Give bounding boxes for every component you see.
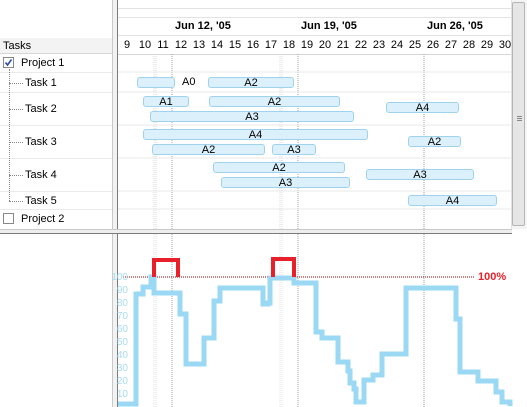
tree-header-blank	[0, 0, 112, 38]
day-label: 18	[282, 39, 296, 51]
y-tick-label: 90	[116, 285, 128, 296]
tasks-column-header[interactable]: Tasks	[0, 38, 112, 54]
gantt-bar-task3-a4[interactable]: A4	[143, 129, 368, 141]
gantt-bar-task2-a2[interactable]: A2	[209, 96, 340, 108]
gantt-body: A0 A2 A1 A2 A3 A4 A4 A2 A3 A2 A2 A3 A3 A…	[118, 54, 511, 229]
day-label: 28	[462, 39, 476, 51]
scrollbar-thumb[interactable]	[512, 2, 525, 226]
day-label: 20	[318, 39, 332, 51]
gantt-bar-task2-a1[interactable]: A1	[143, 96, 189, 108]
day-label: 29	[480, 39, 494, 51]
week-label-jun19: Jun 19, '05	[301, 20, 357, 32]
row-divider	[0, 209, 112, 210]
y-tick-label: 40	[116, 350, 128, 361]
gantt-timescale-header: Jun 12, '05 Jun 19, '05 Jun 26, '05 9 10 1…	[118, 0, 511, 55]
gantt-bar-task4-a3[interactable]: A3	[221, 177, 350, 189]
threshold-label: 100%	[478, 271, 507, 283]
tree-connector	[9, 175, 23, 176]
week-label-jun26: Jun 26, '05	[427, 20, 483, 32]
tree-item-task1[interactable]: Task 1	[25, 77, 57, 89]
gantt-bar-task3-a3[interactable]: A3	[272, 144, 316, 156]
tree-connector	[9, 69, 10, 201]
tree-connector	[9, 83, 23, 84]
row-divider	[0, 72, 112, 73]
y-tick-label: 70	[116, 311, 128, 322]
row-divider	[0, 125, 112, 126]
tree-item-project1[interactable]: Project 1	[21, 57, 65, 69]
row-divider	[0, 92, 112, 93]
tree-item-task4[interactable]: Task 4	[25, 169, 57, 181]
timescale-top-strip	[118, 0, 511, 9]
gantt-bar-task1-a2[interactable]: A2	[208, 77, 294, 89]
day-label: 17	[264, 39, 278, 51]
y-tick-label: 10	[116, 389, 128, 400]
day-label: 24	[390, 39, 404, 51]
tree-connector	[9, 201, 23, 202]
y-tick-label: 80	[116, 298, 128, 309]
y-tick-label: 20	[116, 376, 128, 387]
gantt-bar-task3-a2b[interactable]: A2	[408, 136, 461, 148]
tree-item-task2[interactable]: Task 2	[25, 103, 57, 115]
day-label: 21	[336, 39, 350, 51]
day-label: 27	[444, 39, 458, 51]
y-tick-label: 50	[116, 337, 128, 348]
day-label: 12	[174, 39, 188, 51]
timescale-divider	[118, 35, 511, 36]
task-tree: Project 1 Task 1 Task 2 Task 3 Task 4 Ta…	[0, 54, 112, 229]
grip-icon	[517, 118, 522, 119]
tree-item-task3[interactable]: Task 3	[25, 136, 57, 148]
gantt-bar-label: A0	[182, 76, 196, 88]
day-label: 19	[300, 39, 314, 51]
gantt-bar-task3-a2[interactable]: A2	[152, 144, 265, 156]
timescale-divider	[118, 17, 511, 18]
gantt-gridlines	[118, 54, 511, 229]
vertical-splitter[interactable]	[112, 0, 118, 407]
row-divider	[0, 158, 112, 159]
grip-icon	[517, 120, 522, 121]
y-tick-label: 100	[111, 272, 128, 283]
tree-connector	[9, 109, 23, 110]
gantt-bar-task2-a3[interactable]: A3	[150, 111, 354, 123]
day-label: 11	[157, 39, 169, 51]
row-divider	[0, 191, 112, 192]
horizontal-splitter[interactable]	[0, 229, 512, 234]
y-tick-label: 30	[116, 363, 128, 374]
day-label: 9	[123, 39, 131, 51]
checkmark-icon	[4, 59, 13, 67]
tree-item-task5[interactable]: Task 5	[25, 195, 57, 207]
day-label: 13	[192, 39, 206, 51]
week-label-jun12: Jun 12, '05	[175, 20, 231, 32]
gantt-bar-task4-a3b[interactable]: A3	[366, 169, 474, 181]
tree-item-project2[interactable]: Project 2	[21, 213, 65, 225]
gantt-bar-task4-a2[interactable]: A2	[213, 162, 345, 174]
gantt-bar-task1-a0[interactable]	[137, 77, 175, 88]
project2-checkbox[interactable]	[3, 213, 14, 224]
day-label: 16	[246, 39, 260, 51]
day-label: 26	[426, 39, 440, 51]
day-label: 23	[372, 39, 386, 51]
day-label: 30	[498, 39, 512, 51]
grip-icon	[517, 116, 522, 117]
day-label: 25	[408, 39, 422, 51]
y-tick-label: 60	[116, 324, 128, 335]
gantt-bar-task2-a4[interactable]: A4	[386, 102, 459, 114]
day-label: 10	[138, 39, 152, 51]
day-label: 22	[354, 39, 368, 51]
project1-checkbox[interactable]	[3, 57, 14, 68]
resource-histogram: 100 90 80 70 60 50 40 30 20 10 100%	[111, 234, 527, 407]
day-label: 14	[210, 39, 224, 51]
day-label: 15	[228, 39, 242, 51]
tree-connector	[9, 142, 23, 143]
histogram-chart	[118, 234, 513, 407]
gantt-bar-task5-a4[interactable]: A4	[408, 195, 497, 207]
